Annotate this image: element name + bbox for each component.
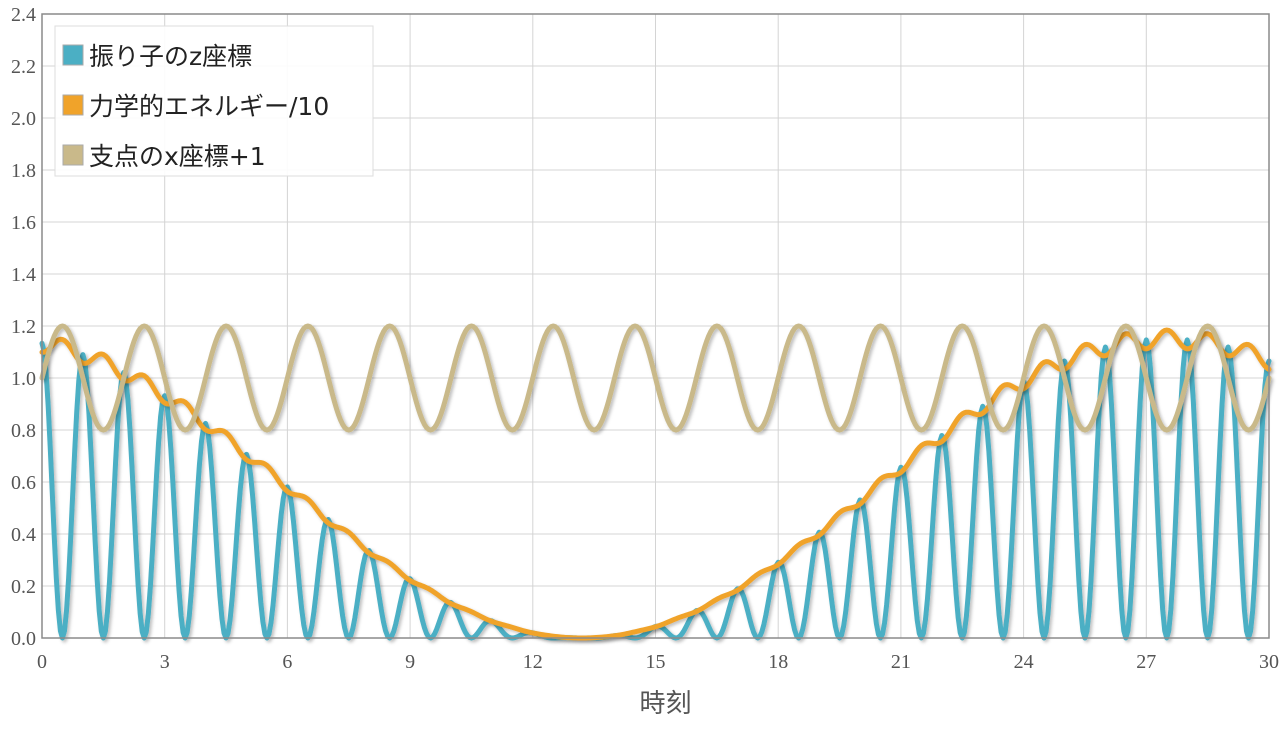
legend-label: 力学的エネルギー/10	[89, 92, 329, 121]
y-tick-label: 0.6	[11, 472, 36, 494]
x-tick-label: 18	[768, 651, 788, 673]
x-tick-label: 0	[37, 651, 47, 673]
y-tick-label: 1.2	[11, 316, 36, 338]
x-tick-label: 27	[1136, 651, 1156, 673]
legend-swatch	[62, 44, 84, 66]
x-tick-label: 24	[1014, 651, 1034, 673]
x-tick-label: 3	[160, 651, 170, 673]
legend-label: 支点のx座標+1	[89, 142, 266, 171]
x-axis-title: 時刻	[639, 689, 691, 719]
y-tick-label: 1.8	[11, 160, 36, 182]
y-tick-label: 0.8	[11, 420, 36, 442]
y-tick-label: 0.4	[11, 524, 36, 546]
x-tick-label: 15	[646, 651, 666, 673]
legend-label: 振り子のz座標	[89, 42, 252, 71]
legend-box	[54, 25, 374, 177]
series-line-2	[39, 323, 1272, 433]
y-tick-label: 0.2	[11, 576, 36, 598]
legend-swatch	[62, 94, 84, 116]
x-tick-label: 21	[891, 651, 911, 673]
y-tick-label: 1.6	[11, 212, 36, 234]
y-tick-label: 1.0	[11, 368, 36, 390]
y-tick-label: 2.0	[11, 108, 36, 130]
y-tick-label: 0.0	[11, 628, 36, 650]
x-tick-label: 9	[405, 651, 415, 673]
y-tick-label: 2.2	[11, 56, 36, 78]
x-tick-label: 12	[523, 651, 543, 673]
plot-frame	[41, 13, 1270, 639]
y-tick-label: 2.4	[11, 4, 36, 26]
legend-swatch	[62, 144, 84, 166]
y-tick-label: 1.4	[11, 264, 36, 286]
x-tick-label: 6	[282, 651, 292, 673]
axes: 0 3 6 9 12 15 18 21 24 27 30 0.0 0.2 0.4 0.6 0.8 1.0 1.2 1…	[11, 4, 1279, 719]
series-lines	[39, 323, 1272, 641]
x-tick-label: 30	[1259, 651, 1279, 673]
